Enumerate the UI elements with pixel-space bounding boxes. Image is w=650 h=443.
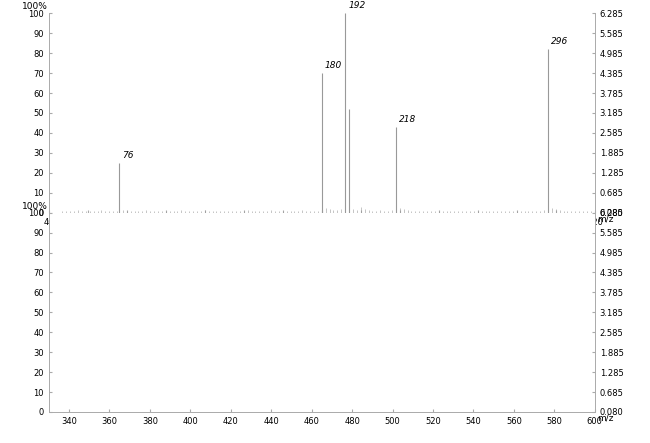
Text: 100%: 100% [22,2,48,12]
Text: 76: 76 [122,151,133,160]
Text: 180: 180 [325,61,342,70]
Text: 218: 218 [398,115,416,124]
Text: 192: 192 [348,1,365,10]
Text: 296: 296 [551,37,568,46]
Text: m/z: m/z [597,215,614,224]
Text: m/z: m/z [597,414,614,423]
Text: 100%: 100% [22,202,48,211]
